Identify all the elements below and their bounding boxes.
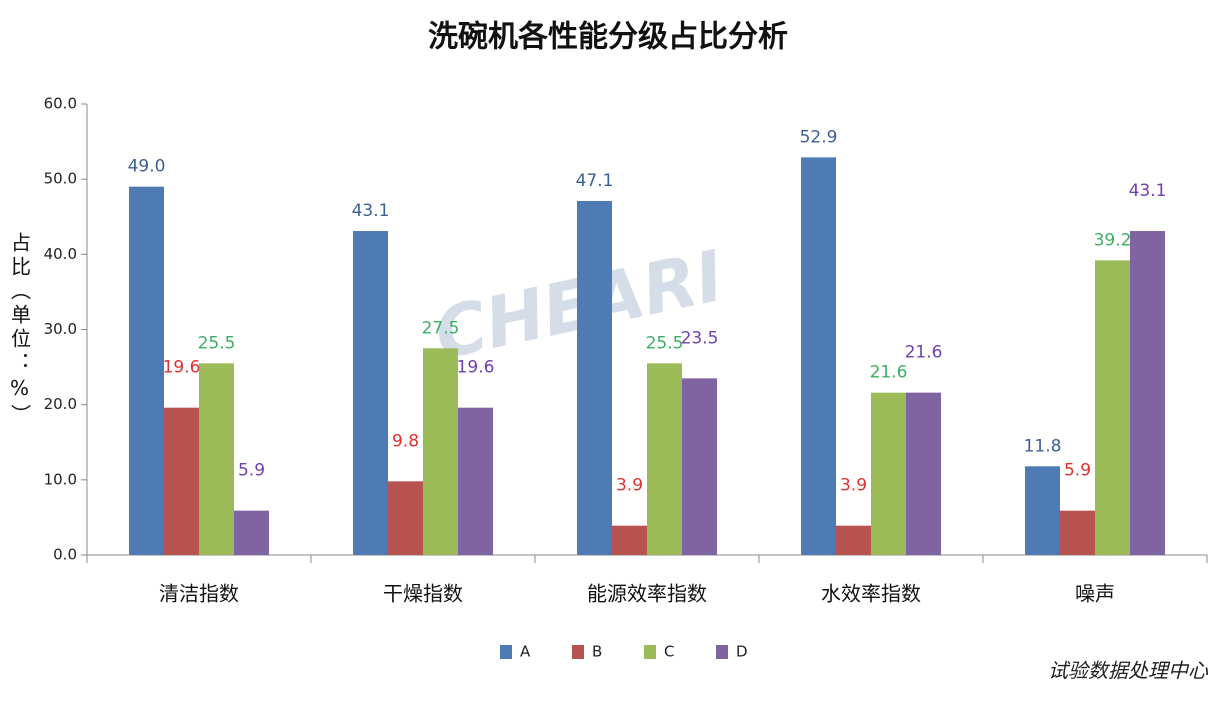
bar — [1095, 260, 1130, 555]
value-label: 25.5 — [646, 333, 684, 353]
value-label: 43.1 — [1129, 181, 1167, 201]
legend-swatch — [500, 645, 512, 659]
bar — [836, 525, 871, 555]
bar — [1025, 466, 1060, 555]
value-label: 52.9 — [800, 127, 838, 147]
chart-title: 洗碗机各性能分级占比分析 — [428, 20, 788, 55]
bar — [129, 186, 164, 555]
bar — [1060, 510, 1095, 555]
value-label: 23.5 — [681, 328, 719, 348]
source-note: 试验数据处理中心 — [1048, 659, 1209, 683]
value-label: 3.9 — [840, 476, 867, 496]
bar — [353, 231, 388, 555]
y-axis-label: 占比（单位：%） — [8, 232, 32, 428]
bar — [234, 510, 269, 555]
legend-label: A — [520, 643, 531, 661]
x-tick-label: 噪声 — [1075, 582, 1115, 606]
value-label: 3.9 — [616, 476, 643, 496]
bar — [458, 407, 493, 555]
value-label: 43.1 — [352, 201, 390, 221]
value-label: 27.5 — [422, 318, 460, 338]
legend-label: C — [664, 643, 674, 661]
value-label: 9.8 — [392, 431, 419, 451]
y-tick-label: 60.0 — [44, 95, 77, 113]
value-label: 21.6 — [870, 363, 908, 383]
x-tick-label: 水效率指数 — [821, 582, 921, 606]
value-label: 49.0 — [128, 157, 166, 177]
bar — [388, 481, 423, 555]
value-label: 5.9 — [1064, 461, 1091, 481]
x-tick-label: 干燥指数 — [383, 582, 463, 606]
legend-swatch — [572, 645, 584, 659]
value-label: 47.1 — [576, 171, 614, 191]
bar — [199, 363, 234, 555]
legend-swatch — [644, 645, 656, 659]
bar — [612, 525, 647, 555]
bar — [682, 378, 717, 555]
bar — [647, 363, 682, 555]
value-label: 39.2 — [1094, 230, 1132, 250]
value-label: 11.8 — [1024, 436, 1062, 456]
bar — [164, 407, 199, 555]
x-tick-label: 清洁指数 — [159, 582, 239, 606]
bar — [1130, 231, 1165, 555]
bar — [871, 392, 906, 555]
value-label: 5.9 — [238, 461, 265, 481]
legend-label: B — [592, 643, 602, 661]
bar — [577, 200, 612, 555]
bar — [801, 157, 836, 555]
y-tick-label: 0.0 — [53, 546, 77, 564]
value-label: 19.6 — [457, 358, 495, 378]
y-tick-label: 10.0 — [44, 470, 77, 488]
legend-label: D — [736, 643, 748, 661]
y-tick-label: 50.0 — [44, 170, 77, 188]
x-tick-label: 能源效率指数 — [587, 582, 707, 606]
y-tick-label: 40.0 — [44, 245, 77, 263]
bar — [906, 392, 941, 555]
legend-swatch — [716, 645, 728, 659]
y-tick-label: 20.0 — [44, 395, 77, 413]
value-label: 19.6 — [163, 358, 201, 378]
value-label: 21.6 — [905, 343, 943, 363]
y-tick-label: 30.0 — [44, 320, 77, 338]
value-label: 25.5 — [198, 333, 236, 353]
bar — [423, 348, 458, 555]
